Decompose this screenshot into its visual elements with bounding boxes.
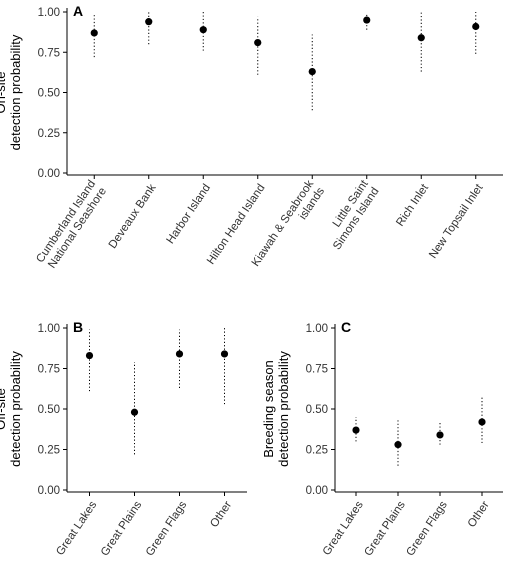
y-axis-title: Breeding seasondetection probability [261, 351, 291, 467]
data-point [175, 350, 184, 358]
x-tick-label-line: Great Plains [362, 499, 407, 558]
panel-letter: B [73, 319, 83, 335]
y-axis-title-line: On-site [0, 72, 8, 114]
x-tick-label: New Topsail Inlet [427, 182, 486, 261]
y-axis-title: Off-sitedetection probability [0, 351, 23, 467]
data-point [220, 350, 229, 358]
x-tick-label: Cumberland IslandNational Seashore [34, 178, 109, 272]
data-point [130, 408, 139, 416]
data-point [363, 16, 371, 24]
y-tick-label: 0.75 [306, 364, 328, 376]
x-tick-label: Great Lakes [321, 499, 366, 558]
x-tick-label: Great Lakes [54, 499, 99, 558]
x-tick-label-line: Deveaux Bank [107, 182, 159, 251]
x-tick-label: Deveaux Bank [107, 182, 159, 251]
x-tick-label-line: Great Lakes [321, 499, 366, 558]
y-tick-label: 1.00 [306, 323, 328, 335]
y-tick-label: 0.25 [38, 128, 60, 140]
data-point [85, 351, 94, 360]
data-point [199, 26, 207, 34]
x-tick-label: Green Flags [144, 499, 189, 558]
y-tick-label: 0.00 [38, 168, 60, 180]
x-tick-label: Other [208, 499, 234, 530]
x-tick-label-line: Other [466, 499, 492, 530]
data-point [472, 22, 480, 31]
data-point [308, 67, 316, 76]
panel-c: C 0.00 0.25 0.50 0.75 1.00 Breeding seasondete… [261, 319, 503, 558]
x-tick-label: Great Plains [99, 499, 144, 558]
y-tick-label: 1.00 [38, 7, 60, 19]
x-tick-label-line: Great Lakes [54, 499, 99, 558]
panel-a: A 0.00 0.25 0.50 0.75 1.00 On-sitedetection pr… [0, 3, 503, 272]
y-axis-title-line: Off-site [0, 388, 8, 430]
y-tick-label: 1.00 [38, 323, 60, 335]
y-tick-label: 0.50 [38, 404, 60, 416]
panel-b: B 0.00 0.25 0.50 0.75 1.00 Off-sitedetection p… [0, 319, 247, 558]
y-axis-title-line: Breeding season [261, 360, 276, 458]
x-tick-label-line: New Topsail Inlet [427, 182, 486, 261]
y-axis-title-line: detection probability [8, 351, 23, 467]
x-tick-label: Harbor Island [164, 182, 213, 246]
data-point [436, 431, 444, 439]
data-point [352, 426, 360, 434]
y-tick-label: 0.25 [306, 445, 328, 457]
y-tick-label: 0.00 [306, 485, 328, 497]
y-tick-label: 0.50 [38, 88, 60, 100]
y-tick-label: 0.75 [38, 364, 60, 376]
x-tick-label-line: Harbor Island [164, 182, 213, 246]
data-point [478, 418, 486, 426]
x-tick-label: Little SaintSimons Island [320, 178, 382, 253]
data-point [254, 38, 262, 47]
panel-letter: C [341, 319, 351, 335]
y-tick-label: 0.25 [38, 445, 60, 457]
x-tick-label: Other [466, 499, 492, 530]
x-tick-label-line: Other [208, 499, 234, 530]
y-axis-title-line: detection probability [276, 351, 291, 467]
panel-letter: A [73, 3, 83, 19]
data-point [394, 441, 402, 449]
data-point [145, 18, 153, 26]
x-tick-label-line: Great Plains [99, 499, 144, 558]
x-tick-label: Great Plains [362, 499, 407, 558]
y-axis-title-line: detection probability [8, 34, 23, 150]
data-point [417, 34, 425, 42]
x-tick-label: Green Flags [404, 499, 449, 558]
x-tick-label: Rich Inlet [394, 182, 431, 229]
y-axis-title: On-sitedetection probability [0, 34, 23, 150]
x-tick-label-line: Green Flags [144, 499, 189, 558]
data-point [90, 29, 98, 37]
y-tick-label: 0.00 [38, 485, 60, 497]
x-tick-label-line: Green Flags [404, 499, 449, 558]
y-tick-label: 0.75 [38, 47, 60, 59]
x-tick-label-line: Rich Inlet [394, 182, 431, 229]
y-tick-label: 0.50 [306, 404, 328, 416]
